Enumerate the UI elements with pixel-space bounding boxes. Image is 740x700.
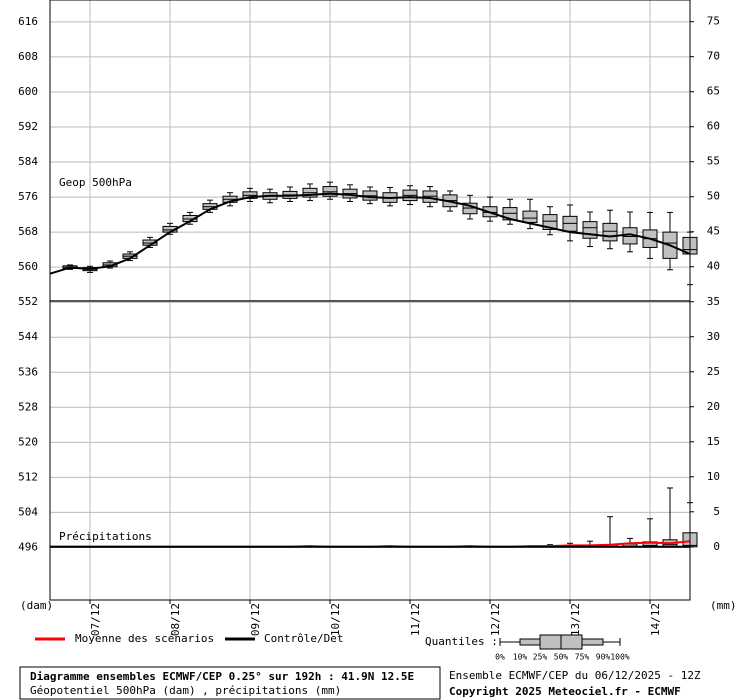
y2-tick-label: 10 [707, 470, 720, 483]
x-tick-label: 14/12 [649, 603, 662, 636]
y2-tick-label: 50 [707, 190, 720, 203]
x-tick-label: 08/12 [169, 603, 182, 636]
chart-subtitle: Géopotentiel 500hPa (dam) , précipitatio… [30, 684, 341, 697]
x-tick-label: 12/12 [489, 603, 502, 636]
x-tick-label: 07/12 [89, 603, 102, 636]
y-tick-label: 576 [18, 190, 38, 203]
y2-tick-label: 55 [707, 155, 720, 168]
legend: Moyenne des scénarios Contrôle/Det Quant… [35, 632, 630, 662]
y2-tick-label: 20 [707, 400, 720, 413]
y2-tick-label: 40 [707, 260, 720, 273]
quantile-label: 0% [495, 653, 505, 662]
x-tick-label: 09/12 [249, 603, 262, 636]
y-tick-label: 504 [18, 505, 38, 518]
y-tick-label: 536 [18, 365, 38, 378]
y2-tick-label: 15 [707, 435, 720, 448]
quantile-label: 75% [575, 653, 590, 662]
y-tick-label: 592 [18, 120, 38, 133]
y2-tick-label: 60 [707, 120, 720, 133]
y-tick-label: 616 [18, 15, 38, 28]
y2-tick-label: 30 [707, 330, 720, 343]
y2-tick-label: 45 [707, 225, 720, 238]
series-line [49, 192, 691, 275]
box [522, 210, 538, 223]
y-tick-label: 512 [18, 470, 38, 483]
quantile-label: 10% [513, 653, 528, 662]
y2-tick-label: 75 [707, 15, 720, 28]
y2-tick-label: 5 [713, 505, 720, 518]
y-tick-label: 528 [18, 400, 38, 413]
y-tick-label: 568 [18, 225, 38, 238]
geop-label: Geop 500hPa [59, 176, 132, 189]
chart-title: Diagramme ensembles ECMWF/CEP 0.25° sur … [30, 670, 414, 683]
y2-tick-label: 70 [707, 50, 720, 63]
y2-tick-label: 65 [707, 85, 720, 98]
y2-tick-label: 35 [707, 295, 720, 308]
y-tick-label: 600 [18, 85, 38, 98]
plot-frame [49, 0, 691, 601]
y-tick-label: 496 [18, 540, 38, 553]
x-tick-label: 13/12 [569, 603, 582, 636]
y-tick-label: 560 [18, 260, 38, 273]
box [542, 214, 558, 230]
legend-label: Moyenne des scénarios [75, 632, 214, 645]
run-label: Ensemble ECMWF/CEP du 06/12/2025 - 12Z [449, 669, 701, 682]
copyright: Copyright 2025 Meteociel.fr - ECMWF [449, 685, 681, 698]
quantile-label: 100% [610, 653, 629, 662]
y-tick-label: 520 [18, 435, 38, 448]
info-box [19, 666, 441, 700]
marks [49, 181, 698, 548]
quantiles-title: Quantiles : [425, 635, 498, 648]
legend-label: Contrôle/Det [264, 632, 343, 645]
y2-unit: (mm) [710, 599, 737, 612]
precip-label: Précipitations [59, 530, 152, 543]
x-tick-label: 10/12 [329, 603, 342, 636]
y-unit: (dam) [20, 599, 53, 612]
x-tick-label: 11/12 [409, 603, 422, 636]
y2-tick-label: 0 [713, 540, 720, 553]
quantile-label: 50% [554, 653, 569, 662]
y-tick-label: 552 [18, 295, 38, 308]
quantile-label: 25% [533, 653, 548, 662]
quantile-label: 90% [596, 653, 611, 662]
y2-tick-label: 25 [707, 365, 720, 378]
y-tick-label: 584 [18, 155, 38, 168]
y-tick-label: 608 [18, 50, 38, 63]
y-tick-label: 544 [18, 330, 38, 343]
box [602, 222, 618, 242]
